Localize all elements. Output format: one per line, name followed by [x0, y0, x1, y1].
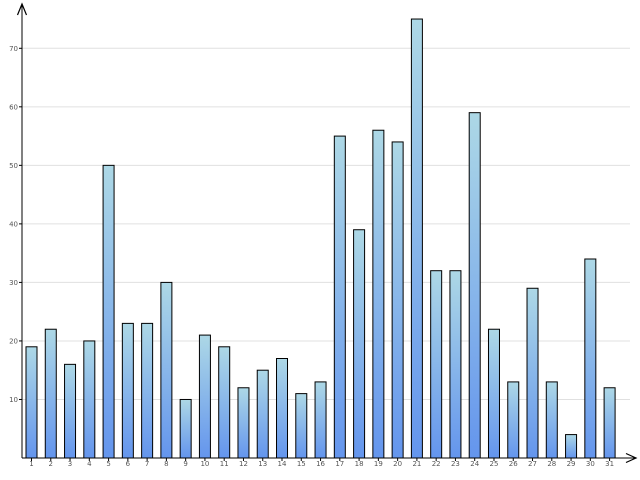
bar	[314, 381, 327, 459]
x-tick-label: 3	[68, 460, 72, 468]
bar	[141, 322, 154, 459]
x-tick-label: 23	[451, 460, 460, 468]
y-tick-label: 30	[9, 279, 18, 287]
bar	[333, 135, 346, 459]
x-tick-label: 27	[528, 460, 537, 468]
x-tick-label: 16	[316, 460, 325, 468]
x-tick-label: 5	[106, 460, 110, 468]
y-tick-label: 10	[9, 396, 18, 404]
bars	[25, 18, 616, 459]
x-axis-arrow-icon	[625, 452, 638, 464]
x-tick-label: 29	[567, 460, 576, 468]
x-tick-label: 26	[509, 460, 518, 468]
bar	[160, 281, 173, 459]
x-tick-label: 7	[145, 460, 149, 468]
x-tick-label: 17	[335, 460, 344, 468]
bar	[449, 270, 462, 459]
bar	[102, 164, 115, 459]
x-tick-label: 8	[164, 460, 168, 468]
x-tick-label: 1	[29, 460, 33, 468]
y-tick-label: 60	[9, 103, 18, 111]
bar	[179, 398, 192, 459]
bar	[603, 387, 616, 459]
bar	[353, 229, 366, 459]
bar	[487, 328, 500, 459]
x-tick-label: 6	[126, 460, 131, 468]
bar	[83, 340, 96, 459]
x-tick-label: 15	[297, 460, 306, 468]
y-tick-label: 40	[9, 220, 18, 228]
y-tick-label: 70	[9, 45, 18, 53]
x-tick-label: 28	[547, 460, 556, 468]
x-tick-label: 19	[374, 460, 383, 468]
bar	[565, 434, 578, 459]
bar	[121, 322, 134, 459]
bar	[545, 381, 558, 459]
bar	[198, 334, 211, 459]
y-tick-label: 20	[9, 337, 18, 345]
bar	[218, 346, 231, 459]
bar	[276, 358, 289, 459]
x-tick-label: 14	[278, 460, 287, 468]
x-tick-label: 30	[586, 460, 595, 468]
y-tick-label: 50	[9, 162, 18, 170]
bar	[256, 369, 269, 459]
x-tick-label: 13	[258, 460, 267, 468]
bar	[391, 141, 404, 459]
x-tick-label: 4	[87, 460, 92, 468]
x-tick-label: 20	[393, 460, 402, 468]
axes	[16, 2, 638, 464]
bar	[526, 287, 539, 459]
y-axis-arrow-icon	[16, 2, 28, 16]
x-tick-label: 12	[239, 460, 248, 468]
x-tick-label: 10	[200, 460, 209, 468]
bar	[372, 129, 385, 459]
x-tick-label: 25	[490, 460, 499, 468]
x-tick-label: 9	[183, 460, 187, 468]
x-tick-label: 24	[470, 460, 479, 468]
bar	[430, 270, 443, 459]
x-tick-label: 11	[220, 460, 229, 468]
bar	[295, 393, 308, 459]
bar	[410, 18, 423, 459]
bar	[25, 346, 38, 459]
x-tick-label: 21	[412, 460, 421, 468]
bar	[584, 258, 597, 459]
bar	[468, 112, 481, 459]
x-tick-label: 2	[49, 460, 53, 468]
bar	[44, 328, 57, 459]
bar	[237, 387, 250, 459]
bar	[507, 381, 520, 459]
x-tick-label: 18	[355, 460, 364, 468]
x-tick-label: 31	[605, 460, 614, 468]
bar	[64, 363, 77, 459]
x-tick-label: 22	[432, 460, 441, 468]
